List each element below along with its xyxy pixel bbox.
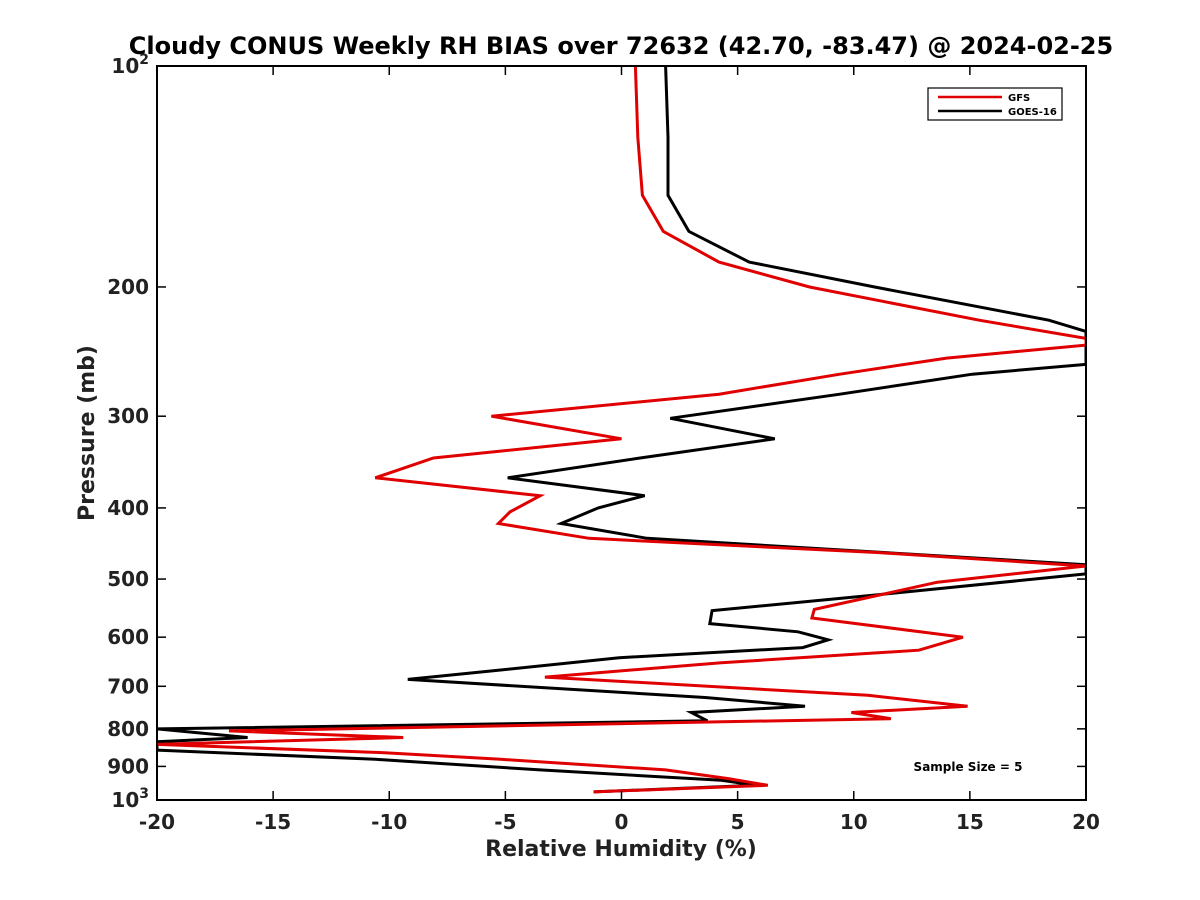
y-tick-label: 400 (107, 496, 149, 520)
x-tick-label: -10 (371, 810, 407, 834)
plot-lines (157, 66, 1086, 794)
y-tick-label: 700 (107, 674, 149, 698)
x-tick-label: 5 (731, 810, 745, 834)
x-tick-label: 20 (1072, 810, 1100, 834)
legend-label-gfs: GFS (1008, 93, 1030, 104)
plot-frame (156, 65, 1087, 801)
y-axis-label: Pressure (mb) (75, 345, 100, 521)
legend-label-goes16: GOES-16 (1008, 107, 1057, 118)
y-tick-label: 103 (111, 786, 149, 812)
y-tick-label: 300 (107, 404, 149, 428)
x-tick-label: 0 (615, 810, 629, 834)
x-tick-label: -15 (255, 810, 291, 834)
x-axis: -20 -15 -10 -5 0 5 10 15 20 (139, 66, 1100, 834)
series-line-goes16 (157, 66, 1086, 794)
y-tick-label: 900 (107, 754, 149, 778)
y-tick-label: 800 (107, 717, 149, 741)
x-tick-label: -5 (494, 810, 516, 834)
y-tick-label: 500 (107, 567, 149, 591)
series-line-gfs (157, 66, 1086, 794)
x-tick-label: 10 (840, 810, 868, 834)
x-axis-label: Relative Humidity (%) (485, 837, 757, 862)
sample-size-annotation: Sample Size = 5 (914, 760, 1023, 774)
y-tick-label: 200 (107, 275, 149, 299)
y-axis: 102 200 300 400 500 600 700 800 900 103 (107, 52, 1086, 812)
legend: GFS GOES-16 (927, 87, 1063, 121)
y-tick-label: 600 (107, 625, 149, 649)
chart-title: Cloudy CONUS Weekly RH BIAS over 72632 (… (129, 32, 1113, 60)
x-tick-label: -20 (139, 810, 175, 834)
legend-box (927, 87, 1063, 121)
y-tick-label: 102 (111, 52, 149, 78)
x-tick-label: 15 (956, 810, 984, 834)
